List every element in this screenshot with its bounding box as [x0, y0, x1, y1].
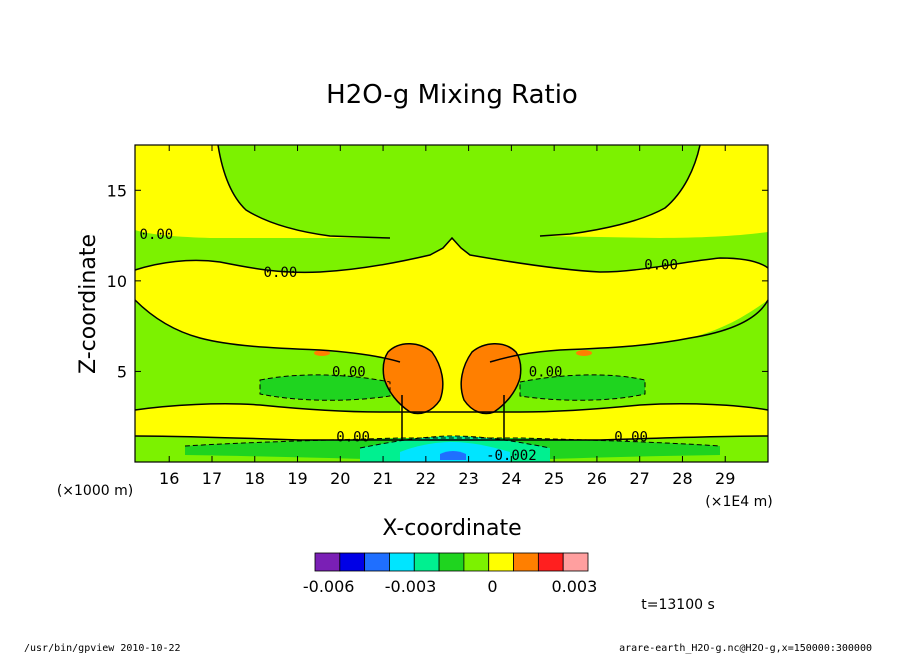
region-bottom-blue — [440, 451, 466, 460]
region-top-right-yellow — [540, 145, 768, 238]
colorbar: -0.006 -0.003 0 0.003 — [303, 552, 597, 596]
contour-label-layer: 0.00 0.00 0.00 0.00 0.00 0.00 0.00 -0.002 — [140, 227, 678, 464]
footer-left: /usr/bin/gpview 2010-10-22 — [24, 643, 181, 654]
region-lower-yellow-band — [135, 403, 768, 440]
region-right-green-patch — [520, 374, 645, 401]
x-tick-label: 17 — [202, 469, 222, 488]
region-middle-yellow-band — [135, 238, 768, 420]
colorbar-swatch — [314, 552, 341, 572]
colorbar-tick-label: -0.003 — [385, 577, 437, 596]
x-tick-label: 16 — [159, 469, 179, 488]
plot-frame — [134, 144, 769, 463]
x-tick-label: 21 — [373, 469, 393, 488]
x-tick-label: 24 — [501, 469, 521, 488]
contour-label: 0.00 — [140, 227, 174, 243]
x-tick-label: 23 — [458, 469, 478, 488]
contour-label: 0.00 — [614, 430, 648, 446]
colorbar-swatch — [562, 552, 589, 572]
y-tick-label: 15 — [107, 181, 127, 200]
colorbar-swatch — [364, 552, 390, 572]
colorbar-tick-label: 0.003 — [551, 577, 597, 596]
y-axis-label: Z-coordinate — [76, 234, 101, 374]
y-tick-label: 5 — [117, 362, 127, 381]
colorbar-swatch — [463, 552, 490, 572]
footer-right: arare-earth_H2O-g.nc@H2O-g,x=150000:3000… — [619, 643, 872, 654]
contour-label: 0.00 — [332, 364, 366, 380]
contour-label: 0.00 — [529, 364, 563, 380]
region-top-left-yellow — [135, 145, 390, 238]
chart-title: H2O-g Mixing Ratio — [326, 80, 578, 110]
x-tick-label: 20 — [330, 469, 350, 488]
colorbar-swatch — [438, 552, 465, 572]
y-axis-ticks: 5 10 15 — [107, 181, 768, 381]
region-right-orange-plume — [461, 343, 521, 414]
y-unit-note: (×1000 m) — [57, 483, 133, 499]
x-tick-label: 25 — [544, 469, 564, 488]
contour-lines — [134, 144, 769, 441]
y-tick-label: 10 — [107, 272, 127, 291]
x-tick-label: 27 — [630, 469, 650, 488]
x-axis-ticks: 16 17 18 19 20 21 22 23 24 25 26 27 28 29 — [159, 145, 735, 488]
plot-area: 0.00 0.00 0.00 0.00 0.00 0.00 0.00 -0.002 — [134, 144, 769, 464]
x-tick-label: 29 — [715, 469, 735, 488]
contour-label: -0.002 — [486, 448, 537, 464]
colorbar-swatch — [537, 552, 564, 572]
orange-speck-right — [576, 350, 592, 356]
x-unit-note: (×1E4 m) — [705, 494, 772, 510]
colorbar-swatch — [413, 552, 440, 572]
x-axis-label: X-coordinate — [382, 516, 521, 541]
x-tick-label: 19 — [287, 469, 307, 488]
colorbar-swatch — [389, 552, 415, 572]
x-tick-label: 26 — [587, 469, 607, 488]
region-left-green-patch — [260, 374, 390, 401]
contour-label: 0.00 — [644, 258, 678, 274]
x-tick-label: 18 — [245, 469, 265, 488]
contour-lines-negative — [184, 374, 721, 449]
colorbar-swatch — [339, 552, 366, 572]
contour-label: 0.00 — [264, 265, 298, 281]
colorbar-swatch — [488, 552, 514, 572]
contour-label: 0.00 — [336, 430, 370, 446]
time-label: t=13100 s — [641, 597, 715, 613]
x-tick-label: 22 — [416, 469, 436, 488]
x-tick-label: 28 — [672, 469, 692, 488]
colorbar-tick-label: -0.006 — [303, 577, 355, 596]
orange-speck-left — [314, 350, 330, 356]
colorbar-swatch — [513, 552, 539, 572]
colorbar-tick-label: 0 — [487, 577, 497, 596]
